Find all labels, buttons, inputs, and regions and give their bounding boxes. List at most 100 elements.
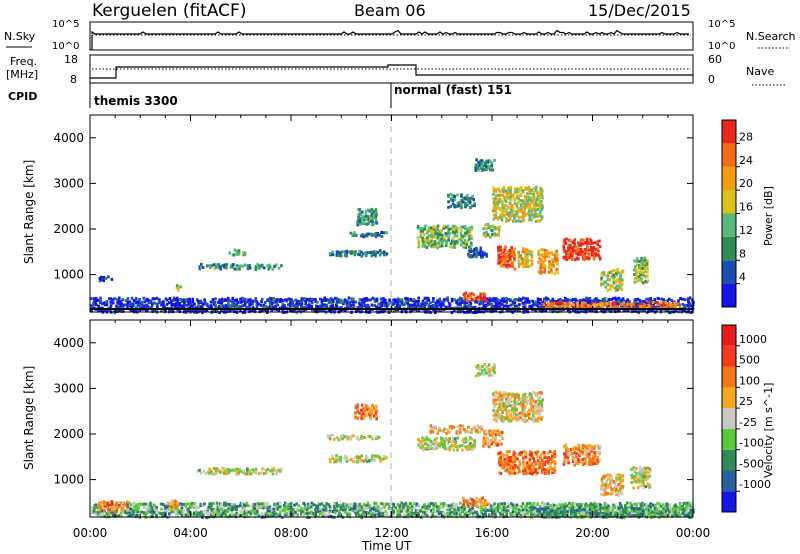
velocity-echo-cell bbox=[455, 503, 458, 506]
power-echo-cell bbox=[241, 264, 245, 268]
power-echo-cell bbox=[177, 288, 180, 292]
power-echo-cell bbox=[543, 267, 547, 271]
velocity-echo-cell bbox=[587, 511, 590, 515]
velocity-echo-cell bbox=[496, 508, 500, 512]
power-echo-cell bbox=[223, 265, 226, 269]
velocity-echo-cell bbox=[501, 402, 504, 406]
velocity-echo-cell bbox=[494, 417, 498, 421]
velocity-echo-cell bbox=[356, 409, 359, 413]
velocity-echo-cell bbox=[94, 512, 97, 516]
power-echo-cell bbox=[499, 252, 503, 256]
velocity-echo-cell bbox=[498, 505, 502, 509]
velocity-echo-cell bbox=[540, 406, 544, 410]
velocity-echo-cell bbox=[255, 508, 259, 512]
power-echo-cell bbox=[606, 278, 610, 281]
velocity-echo-cell bbox=[222, 503, 226, 507]
power-echo-cell bbox=[100, 277, 103, 281]
velocity-echo-cell bbox=[210, 472, 214, 476]
power-echo-cell bbox=[536, 208, 540, 211]
velocity-echo-cell bbox=[518, 411, 521, 415]
velocity-echo-cell bbox=[538, 416, 542, 420]
velocity-echo-cell bbox=[635, 502, 638, 506]
velocity-echo-cell bbox=[301, 508, 305, 512]
power-echo-cell bbox=[474, 163, 478, 167]
velocity-echo-cell bbox=[450, 427, 454, 431]
velocity-echo-cell bbox=[528, 395, 532, 399]
power-echo-cell bbox=[364, 305, 368, 309]
power-echo-cell bbox=[520, 186, 523, 190]
power-echo-cell bbox=[110, 277, 114, 281]
velocity-echo-cell bbox=[210, 508, 214, 512]
power-echo-cell bbox=[473, 305, 477, 309]
power-echo-cell bbox=[544, 308, 548, 312]
velocity-echo-cell bbox=[215, 467, 219, 471]
velocity-echo-cell bbox=[103, 508, 106, 512]
power-echo-cell bbox=[666, 305, 669, 309]
power-echo-cell bbox=[638, 275, 641, 279]
power-echo-cell bbox=[208, 264, 211, 268]
velocity-echo-cell bbox=[455, 509, 459, 512]
velocity-echo-cell bbox=[537, 391, 540, 395]
power-echo-cell bbox=[243, 253, 247, 257]
velocity-echo-cell bbox=[114, 507, 117, 511]
power-echo-cell bbox=[456, 193, 459, 197]
velocity-echo-cell bbox=[468, 436, 472, 440]
velocity-echo-cell bbox=[404, 505, 408, 509]
power-echo-cell bbox=[173, 304, 177, 308]
velocity-echo-cell bbox=[233, 503, 236, 507]
velocity-echo-cell bbox=[530, 502, 533, 506]
power-echo-cell bbox=[544, 296, 548, 300]
power-echo-cell bbox=[327, 309, 331, 313]
power-echo-cell bbox=[276, 303, 280, 307]
power-echo-cell bbox=[628, 300, 631, 304]
power-echo-cell bbox=[468, 292, 471, 296]
velocity-echo-cell bbox=[555, 504, 558, 508]
power-echo-cell bbox=[230, 299, 234, 303]
velocity-echo-cell bbox=[265, 469, 268, 473]
velocity-echo-cell bbox=[258, 502, 261, 506]
power-echo-cell bbox=[526, 250, 530, 254]
velocity-echo-cell bbox=[145, 507, 149, 511]
power-echo-cell bbox=[300, 299, 303, 303]
velocity-echo-cell bbox=[503, 464, 507, 468]
power-echo-cell bbox=[637, 302, 640, 306]
velocity-echo-cell bbox=[484, 507, 487, 511]
power-echo-cell bbox=[602, 271, 606, 275]
velocity-echo-cell bbox=[501, 512, 504, 516]
power-echo-cell bbox=[640, 268, 643, 272]
power-echo-cell bbox=[567, 255, 570, 259]
velocity-echo-cell bbox=[344, 454, 347, 458]
velocity-echo-cell bbox=[429, 430, 432, 433]
power-echo-cell bbox=[458, 301, 462, 305]
power-echo-cell bbox=[459, 229, 463, 233]
power-echo-cell bbox=[447, 205, 450, 209]
power-echo-cell bbox=[624, 300, 628, 304]
power-echo-cell bbox=[279, 297, 282, 301]
power-echo-cell bbox=[536, 197, 539, 201]
velocity-echo-cell bbox=[497, 413, 500, 417]
velocity-echo-cell bbox=[374, 409, 378, 413]
velocity-echo-cell bbox=[106, 501, 109, 505]
power-echo-cell bbox=[349, 300, 353, 304]
velocity-echo-cell bbox=[272, 466, 276, 470]
power-echo-cell bbox=[541, 195, 544, 198]
velocity-echo-cell bbox=[530, 398, 533, 402]
power-echo-cell bbox=[659, 306, 663, 310]
velocity-echo-cell bbox=[619, 504, 623, 507]
freq-left-tick-bottom: 8 bbox=[70, 73, 77, 86]
power-echo-cell bbox=[243, 303, 246, 307]
power-echo-cell bbox=[209, 265, 212, 269]
velocity-echo-cell bbox=[239, 469, 243, 473]
power-echo-cell bbox=[566, 302, 569, 306]
velocity-echo-cell bbox=[372, 414, 376, 418]
power-echo-cell bbox=[233, 304, 237, 308]
power-echo-cell bbox=[587, 297, 590, 301]
power-echo-cell bbox=[224, 298, 227, 302]
velocity-echo-cell bbox=[369, 506, 372, 510]
power-echo-cell bbox=[624, 302, 627, 306]
power-echo-cell bbox=[121, 298, 125, 302]
power-echo-cell bbox=[451, 224, 455, 228]
power-echo-cell bbox=[229, 306, 232, 309]
power-echo-cell bbox=[585, 305, 588, 309]
power-echo-cell bbox=[460, 239, 463, 243]
